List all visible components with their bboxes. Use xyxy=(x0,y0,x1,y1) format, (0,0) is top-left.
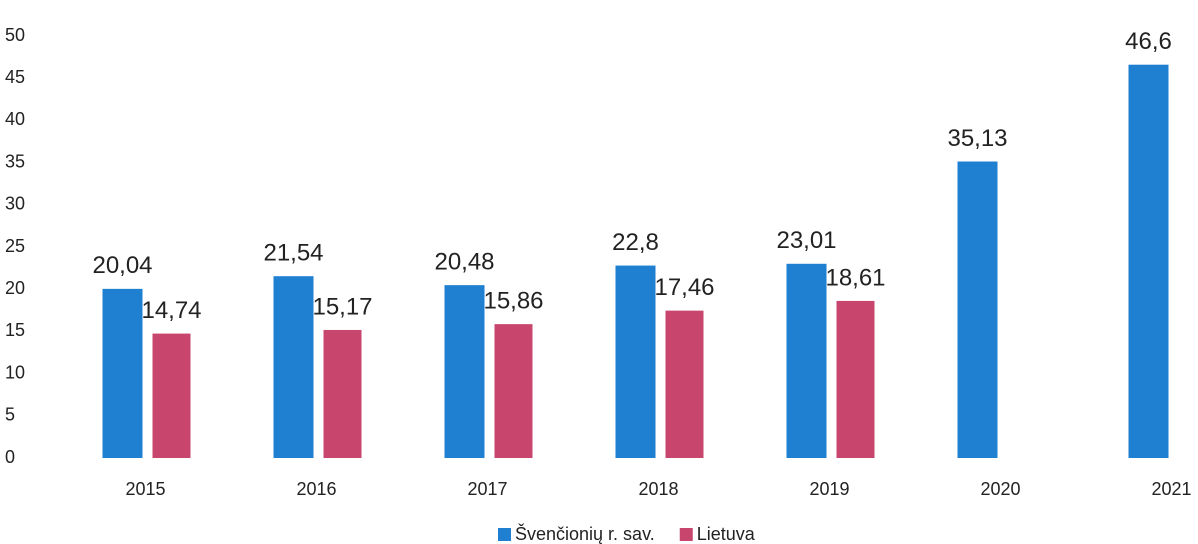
data-label: 17,46 xyxy=(654,274,714,301)
data-label: 15,17 xyxy=(312,293,372,320)
y-tick-label: 15 xyxy=(5,320,25,340)
bar xyxy=(152,333,191,458)
bar xyxy=(444,285,485,458)
x-tick-label: 2020 xyxy=(980,479,1020,499)
y-tick-label: 45 xyxy=(5,67,25,87)
data-label: 20,48 xyxy=(434,248,494,275)
x-tick-label: 2015 xyxy=(125,479,165,499)
x-tick-label: 2019 xyxy=(809,479,849,499)
legend-swatch xyxy=(679,528,693,541)
y-tick-label: 20 xyxy=(5,278,25,298)
y-tick-label: 5 xyxy=(5,405,15,425)
y-tick-label: 30 xyxy=(5,194,25,214)
legend-swatch xyxy=(498,528,511,541)
bar xyxy=(786,263,827,458)
bar xyxy=(1128,64,1169,459)
data-label: 23,01 xyxy=(776,227,836,254)
bar xyxy=(102,288,143,458)
data-label: 15,86 xyxy=(483,287,543,314)
x-tick-label: 2021 xyxy=(1151,479,1191,499)
x-tick-label: 2016 xyxy=(296,479,336,499)
bar xyxy=(273,276,314,458)
legend-label: Švenčionių r. sav. xyxy=(515,523,655,544)
data-label: 20,04 xyxy=(92,252,152,279)
bar xyxy=(957,161,998,458)
bar xyxy=(665,310,704,458)
data-label: 35,13 xyxy=(947,125,1007,152)
bar xyxy=(494,324,533,458)
y-tick-label: 0 xyxy=(5,447,15,467)
x-tick-label: 2018 xyxy=(638,479,678,499)
data-label: 22,8 xyxy=(612,229,659,256)
x-tick-label: 2017 xyxy=(467,479,507,499)
legend-label: Lietuva xyxy=(697,524,756,544)
data-label: 46,6 xyxy=(1125,28,1172,55)
y-tick-label: 40 xyxy=(5,109,25,129)
data-label: 14,74 xyxy=(141,297,201,324)
y-tick-label: 10 xyxy=(5,362,25,382)
y-tick-label: 50 xyxy=(5,25,25,45)
y-tick-label: 25 xyxy=(5,236,25,256)
y-tick-label: 35 xyxy=(5,151,25,171)
bar xyxy=(836,300,875,458)
data-label: 18,61 xyxy=(825,264,885,291)
bar xyxy=(323,329,362,458)
bar xyxy=(615,265,656,458)
data-label: 21,54 xyxy=(263,240,323,267)
